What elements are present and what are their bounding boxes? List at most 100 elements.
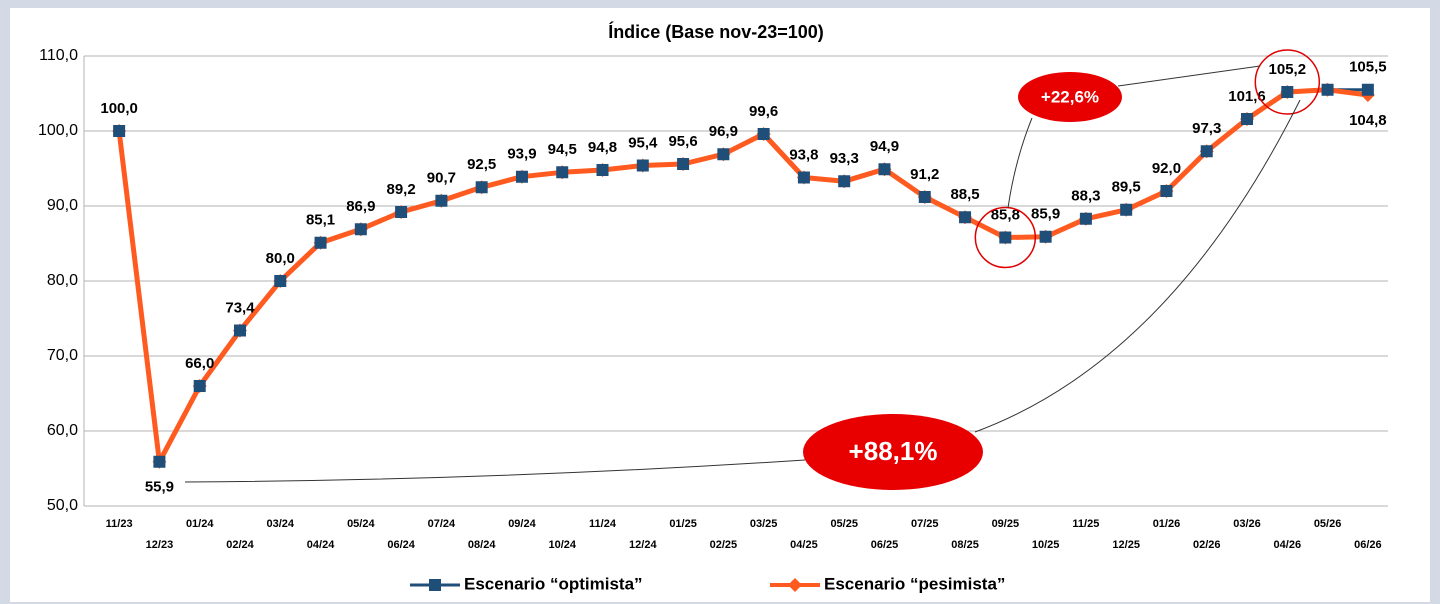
data-label: 104,8: [1349, 112, 1387, 129]
x-tick-label: 09/25: [992, 518, 1020, 530]
x-tick-label: 12/23: [146, 539, 174, 551]
data-label: 85,1: [306, 212, 335, 229]
data-label: 80,0: [266, 250, 295, 267]
point-marker: [1281, 86, 1294, 98]
point-marker: [757, 128, 770, 140]
x-tick-label: 10/25: [1032, 539, 1060, 551]
data-label: 92,0: [1152, 160, 1181, 177]
data-label: 93,8: [789, 146, 818, 163]
point-marker: [354, 223, 367, 236]
highlight-circle: [974, 206, 1037, 269]
x-tick-label: 02/25: [710, 539, 738, 551]
data-label: 86,9: [346, 198, 375, 215]
point-marker: [878, 163, 891, 176]
point-marker: [797, 171, 810, 184]
point-marker: [1321, 83, 1334, 96]
point-marker: [395, 206, 408, 218]
data-label: 94,8: [588, 139, 617, 156]
data-label: 85,8: [991, 206, 1020, 223]
data-label: 105,2: [1269, 61, 1307, 78]
point-marker: [1361, 83, 1374, 96]
point-marker: [1241, 113, 1254, 125]
x-tick-label: 08/24: [468, 539, 496, 551]
x-tick-label: 01/26: [1153, 518, 1181, 530]
x-tick-label: 02/26: [1193, 539, 1221, 551]
series-line: [116, 87, 1369, 465]
legend-marker: [429, 579, 441, 591]
x-tick-label: 03/26: [1233, 518, 1261, 530]
x-tick-label: 03/24: [267, 518, 295, 530]
x-tick-label: 12/24: [629, 539, 657, 551]
data-label: 93,9: [507, 146, 536, 163]
point-marker: [515, 170, 528, 183]
x-tick-label: 03/25: [750, 518, 778, 530]
legend-marker: [788, 578, 802, 592]
annotation-badge: [803, 414, 983, 490]
data-label: 97,3: [1192, 120, 1221, 137]
data-label: 94,9: [870, 138, 899, 155]
x-tick-label: 04/26: [1274, 539, 1302, 551]
legend-label: Escenario “optimista”: [464, 574, 643, 593]
x-tick-label: 11/24: [589, 518, 617, 530]
annotation-badge: [1018, 72, 1122, 122]
chart-title: Índice (Base nov-23=100): [608, 21, 824, 42]
legend-label: Escenario “pesimista”: [824, 574, 1005, 593]
x-tick-label: 11/25: [1072, 518, 1099, 530]
x-tick-label: 08/25: [951, 539, 979, 551]
point-marker: [556, 166, 569, 179]
y-tick-label: 100,0: [38, 122, 78, 139]
data-label: 96,9: [709, 123, 738, 140]
data-label: 91,2: [910, 166, 939, 183]
x-tick-label: 04/24: [307, 539, 335, 551]
x-tick-label: 06/24: [387, 539, 415, 551]
x-tick-label: 07/25: [911, 518, 939, 530]
y-tick-label: 70,0: [47, 347, 78, 364]
leader-line: [974, 99, 1301, 433]
point-marker: [153, 455, 166, 468]
data-label: 88,3: [1071, 188, 1100, 205]
y-tick-label: 50,0: [47, 497, 78, 514]
y-tick-label: 110,0: [39, 47, 78, 64]
point-marker: [1039, 230, 1052, 243]
point-marker: [1200, 145, 1213, 158]
point-marker: [918, 191, 931, 203]
data-label: 90,7: [427, 170, 456, 187]
x-tick-label: 07/24: [428, 518, 456, 530]
point-marker: [233, 324, 246, 337]
leader-line: [184, 459, 806, 483]
point-marker: [193, 380, 206, 392]
x-tick-label: 05/25: [830, 518, 858, 530]
data-label: 66,0: [185, 355, 214, 372]
point-marker: [274, 275, 287, 287]
x-tick-label: 04/25: [790, 539, 818, 551]
data-label: 99,6: [749, 103, 778, 120]
annotation: +22,6%: [1041, 87, 1099, 106]
point-marker: [677, 158, 690, 170]
data-label: 73,4: [225, 299, 255, 316]
x-tick-label: 11/23: [106, 518, 133, 530]
x-tick-label: 12/25: [1112, 539, 1140, 551]
data-label: 85,9: [1031, 206, 1060, 223]
annotation: +88,1%: [849, 436, 938, 466]
data-label: 88,5: [950, 186, 979, 203]
data-label: 95,6: [668, 133, 697, 150]
chart-panel: [10, 8, 1430, 602]
data-label: 94,5: [548, 141, 577, 158]
data-label: 89,5: [1112, 179, 1141, 196]
data-label: 100,0: [100, 100, 138, 117]
point-marker: [435, 194, 448, 207]
x-tick-label: 05/24: [347, 518, 375, 530]
data-label: 92,5: [467, 156, 496, 173]
x-tick-label: 09/24: [508, 518, 536, 530]
point-marker: [999, 231, 1012, 244]
data-label: 105,5: [1349, 59, 1387, 76]
data-label: 93,3: [830, 150, 859, 167]
x-tick-label: 06/25: [871, 539, 899, 551]
data-label: 89,2: [387, 181, 416, 198]
point-marker: [475, 181, 488, 194]
point-marker: [314, 236, 327, 249]
x-tick-label: 01/24: [186, 518, 214, 530]
data-label: 55,9: [145, 479, 174, 496]
